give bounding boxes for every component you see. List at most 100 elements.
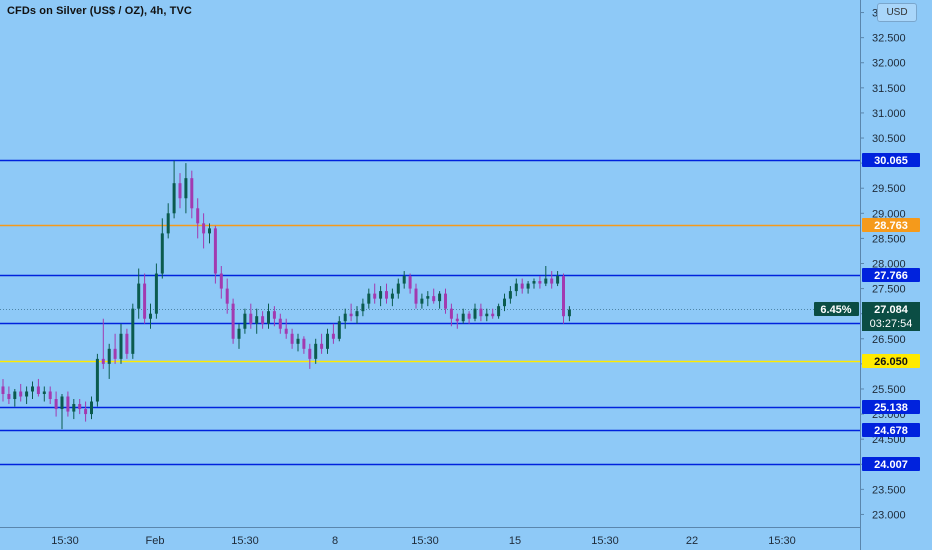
candle-body xyxy=(479,308,483,317)
candle-body xyxy=(178,183,182,199)
candle-body xyxy=(562,276,565,317)
price-tick-label: 30.500 xyxy=(872,133,906,145)
candle-body xyxy=(272,311,276,319)
candle-body xyxy=(550,278,554,284)
level-price-label: 27.766 xyxy=(874,270,908,282)
candle-body xyxy=(538,281,542,284)
candle-body xyxy=(278,318,282,329)
candle-body xyxy=(544,278,548,284)
price-tick-label: 28.500 xyxy=(872,233,906,245)
time-tick-label: 15:30 xyxy=(51,535,79,547)
change-badge-bg xyxy=(814,302,859,316)
candle-body xyxy=(166,213,170,234)
level-price-label: 24.678 xyxy=(874,425,908,437)
level-price-label-bg xyxy=(862,153,920,167)
current-price-tag-bg xyxy=(862,302,920,331)
candle-body xyxy=(514,283,518,292)
price-tick-label: 25.500 xyxy=(872,384,906,396)
candle-body xyxy=(237,328,241,339)
candle-body xyxy=(284,328,288,334)
candle-body xyxy=(54,399,58,410)
candle-body xyxy=(172,183,176,214)
candle-body xyxy=(485,313,489,317)
time-tick-label: 8 xyxy=(332,535,338,547)
candle-body xyxy=(225,288,229,304)
candle-body xyxy=(72,404,76,412)
candle-body xyxy=(261,316,265,324)
candle-body xyxy=(497,306,501,317)
candle-body xyxy=(149,313,152,319)
candle-body xyxy=(396,283,400,294)
candle-body xyxy=(1,386,5,394)
level-price-label-bg xyxy=(862,268,920,282)
candle-body xyxy=(13,391,17,400)
candle-body xyxy=(66,396,70,412)
candle-body xyxy=(60,396,64,410)
candle-body xyxy=(520,283,524,289)
candle-body xyxy=(314,343,318,359)
candle-body xyxy=(202,223,206,234)
chart-title: CFDs on Silver (US$ / OZ), 4h, TVC xyxy=(7,5,192,17)
candle-body xyxy=(491,313,495,317)
price-tick-label: 29.500 xyxy=(872,183,906,195)
candle-body xyxy=(7,393,11,400)
candle-body xyxy=(78,404,82,410)
candle-body xyxy=(343,313,347,322)
candle-body xyxy=(308,348,312,359)
price-tick-label: 27.500 xyxy=(872,284,906,296)
price-tick-label: 32.000 xyxy=(872,58,906,70)
candle-body xyxy=(125,333,129,354)
candle-body xyxy=(160,233,164,274)
price-tick-label: 31.000 xyxy=(872,108,906,120)
candle-body xyxy=(190,178,194,209)
candle-body xyxy=(426,296,430,299)
candle-body xyxy=(432,296,436,302)
candle-body xyxy=(42,391,46,394)
currency-button[interactable]: USD xyxy=(877,3,917,22)
candle-body xyxy=(137,283,141,309)
candle-body xyxy=(113,348,117,359)
time-tick-label: 15:30 xyxy=(231,535,259,547)
candle-body xyxy=(385,291,388,299)
level-price-label: 28.763 xyxy=(874,220,908,232)
candle-body xyxy=(143,283,147,319)
candle-body xyxy=(184,178,188,199)
candle-body xyxy=(361,303,365,312)
candle-body xyxy=(101,358,105,364)
candle-countdown-label: 03:27:54 xyxy=(870,318,913,330)
candle-body xyxy=(243,313,247,329)
candle-body xyxy=(25,391,29,397)
price-tick-label: 23.000 xyxy=(872,509,906,521)
time-tick-label: 15:30 xyxy=(768,535,796,547)
candle-body xyxy=(556,276,560,284)
candle-body xyxy=(337,321,341,339)
time-tick-label: 15 xyxy=(509,535,521,547)
candle-body xyxy=(196,208,200,224)
candle-body xyxy=(444,293,447,309)
candle-body xyxy=(84,409,88,415)
time-tick-label: 22 xyxy=(686,535,698,547)
candle-body xyxy=(119,333,123,359)
candle-body xyxy=(267,311,270,324)
candle-body xyxy=(231,303,235,339)
price-tick-label: 28.000 xyxy=(872,259,906,271)
candle-body xyxy=(414,288,418,304)
candle-body xyxy=(131,308,135,354)
level-price-label: 26.050 xyxy=(874,356,908,368)
candle-body xyxy=(331,333,335,339)
candle-body xyxy=(567,309,571,317)
level-price-label-bg xyxy=(862,400,920,414)
candle-body xyxy=(408,276,412,289)
candle-body xyxy=(154,273,158,314)
candle-body xyxy=(455,318,459,322)
price-tick-label: 24.500 xyxy=(872,434,906,446)
candle-body xyxy=(48,391,52,400)
candle-body xyxy=(302,338,306,349)
candle-body xyxy=(296,338,300,344)
candle-body xyxy=(461,313,465,322)
candle-body xyxy=(36,386,40,394)
price-tick-label: 26.500 xyxy=(872,334,906,346)
candle-body xyxy=(213,228,217,274)
candle-body xyxy=(255,316,259,324)
